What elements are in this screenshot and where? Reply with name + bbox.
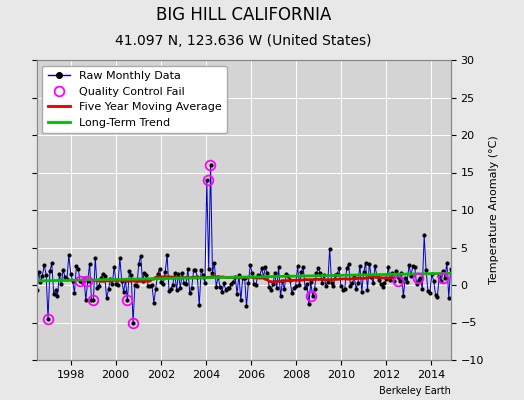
Legend: Raw Monthly Data, Quality Control Fail, Five Year Moving Average, Long-Term Tren: Raw Monthly Data, Quality Control Fail, … [42, 66, 227, 133]
Text: Berkeley Earth: Berkeley Earth [379, 386, 451, 396]
Text: BIG HILL CALIFORNIA: BIG HILL CALIFORNIA [156, 6, 331, 24]
Text: 41.097 N, 123.636 W (United States): 41.097 N, 123.636 W (United States) [115, 34, 372, 48]
Y-axis label: Temperature Anomaly (°C): Temperature Anomaly (°C) [489, 136, 499, 284]
